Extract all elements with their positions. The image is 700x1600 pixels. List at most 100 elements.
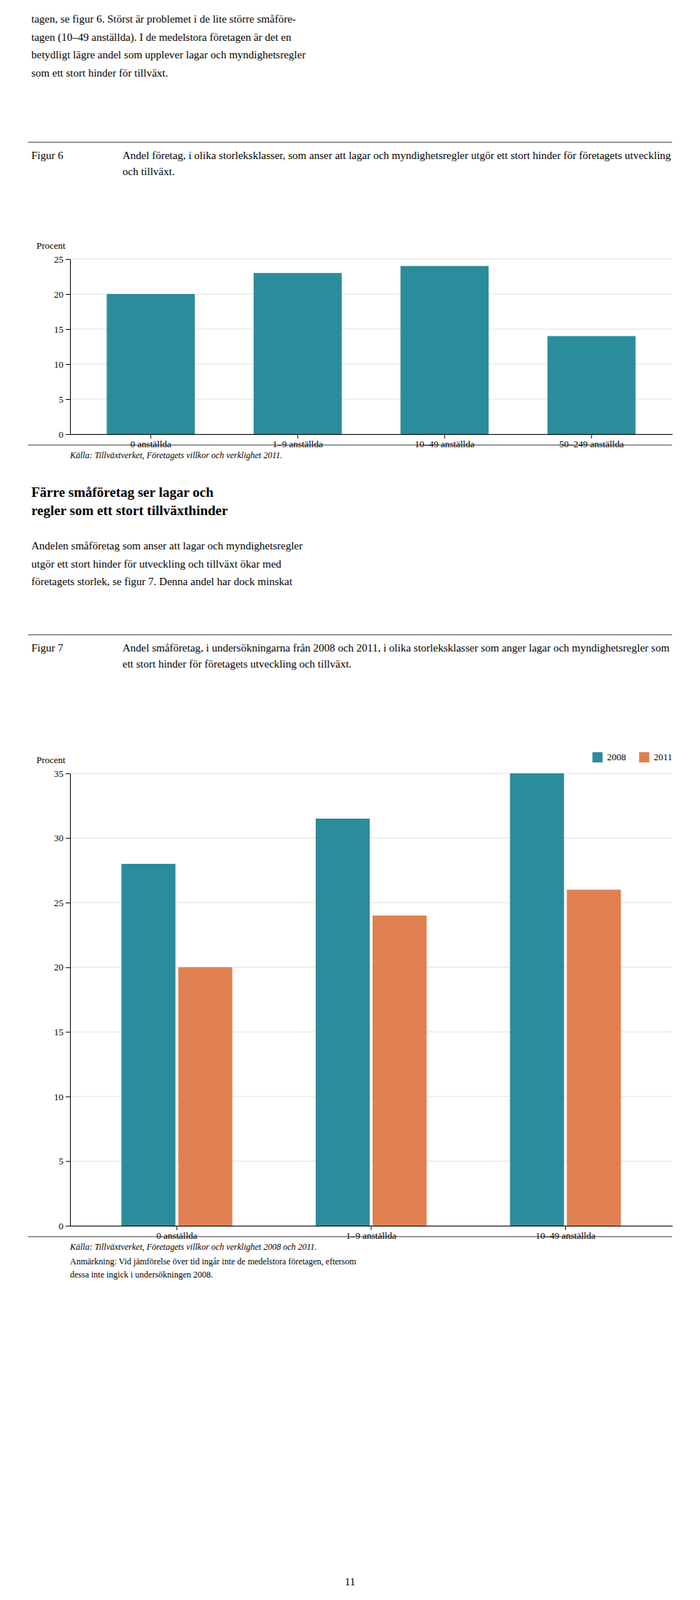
tick-mark [565, 1225, 566, 1230]
tick-label: 15 [53, 323, 64, 335]
rule [27, 1235, 672, 1237]
tick-label: 25 [53, 253, 64, 265]
heading: Färre småföretag ser lagar ochregler som… [31, 484, 229, 518]
bar [400, 266, 489, 434]
tick: 25 [53, 896, 70, 908]
tick-mark [297, 433, 299, 439]
bar [315, 818, 370, 1225]
legend-swatch [592, 751, 603, 762]
tick: 0 anställda [156, 1225, 198, 1241]
tick-mark [65, 772, 70, 774]
body-text: tagen, se figur 6. Störst är problemet i… [31, 13, 297, 25]
tick: 0 [59, 1219, 71, 1231]
bar [106, 293, 195, 434]
series [177, 888, 621, 1225]
bar [253, 272, 342, 434]
tick-mark [591, 433, 593, 439]
legend-item: 2011 [638, 751, 673, 762]
note: Anmärkning: Vid jämförelse över tid ingå… [70, 1255, 357, 1279]
page: tagen, se figur 6. Störst är problemet i… [0, 0, 700, 1600]
tick-mark [150, 433, 151, 439]
body-text: Andelen småföretag som anser att lagar o… [31, 539, 303, 588]
axis-title: Procent [36, 239, 66, 251]
tick-mark [65, 433, 70, 435]
tick-mark [176, 1225, 178, 1230]
tick-label: 20 [53, 288, 64, 300]
tick-mark [371, 1225, 372, 1230]
tick-label: 25 [53, 896, 64, 908]
tick-mark [65, 293, 70, 295]
grid-line [70, 258, 673, 260]
series [121, 772, 565, 1225]
axis-line [70, 433, 674, 435]
tick-mark [65, 398, 70, 400]
tick-label: 1–9 anställda [272, 438, 324, 450]
tick: 1–9 anställda [346, 1225, 397, 1241]
rule [27, 142, 672, 143]
tick-label: 0 [59, 1219, 65, 1231]
tick-mark [65, 901, 70, 903]
tick-label: 5 [59, 393, 65, 405]
tick-mark [65, 1095, 70, 1097]
source: Källa: Tillväxtverket, Företagets villko… [69, 449, 283, 461]
figure-caption: Andel småföretag, i undersökningarna frå… [122, 641, 673, 671]
axis-line [70, 259, 71, 435]
figure-caption: Andel företag, i olika storleksklasser, … [122, 149, 674, 178]
tick: 10 [53, 1090, 70, 1102]
body-text: tagen (10–49 anställda). I de medelstora… [31, 31, 292, 44]
bar [177, 966, 232, 1225]
tick: 10–49 anställda [414, 433, 475, 450]
tick-mark [65, 363, 70, 365]
bars [121, 772, 622, 1225]
bar [566, 888, 621, 1225]
tick: 10–49 anställda [535, 1225, 595, 1241]
tick-mark [65, 966, 70, 968]
y-axis: 0 5 10 15 20 25 [53, 253, 71, 440]
tick: 25 [53, 253, 70, 265]
tick-label: 5 [59, 1155, 65, 1166]
tick: 5 [59, 393, 71, 405]
tick-label: 0 anställda [156, 1229, 198, 1241]
legend-label: 2008 [606, 751, 626, 762]
source: Källa: Tillväxtverket, Företagets villko… [69, 1241, 318, 1252]
bar [547, 336, 636, 434]
body-text: betydligt lägre andel som upplever lagar… [31, 48, 306, 61]
bars [106, 266, 636, 434]
tick-mark [65, 1225, 70, 1226]
grid [70, 772, 673, 1225]
bar [372, 915, 427, 1225]
tick-label: 1–9 anställda [346, 1229, 397, 1241]
page-number: 11 [344, 1575, 356, 1587]
tick: 0 [59, 428, 71, 440]
grid-line [70, 837, 673, 838]
tick-label: 0 [59, 428, 65, 440]
x-axis: 0 anställda 1–9 anställda 10–49 anställda 5… [70, 433, 674, 450]
tick-mark [65, 328, 70, 330]
grid [70, 258, 673, 434]
tick-label: 10 [53, 1090, 64, 1102]
tick-mark [65, 1160, 70, 1161]
tick: 15 [53, 1025, 70, 1037]
tick-label: 10 [53, 358, 64, 370]
legend-item: 2008 [592, 751, 626, 762]
tick: 0 anställda [130, 433, 172, 450]
tick-mark [65, 1031, 70, 1032]
tick: 5 [59, 1155, 71, 1166]
tick: 50–249 anställda [559, 433, 625, 450]
figure-label: Figur 7 [31, 641, 64, 654]
bar [509, 772, 564, 1225]
tick-label: 30 [53, 831, 64, 843]
rule [27, 634, 672, 636]
tick: 20 [53, 961, 70, 972]
x-axis: 0 anställda 1–9 anställda 10–49 anställda [70, 1225, 674, 1241]
tick-label: 15 [53, 1025, 64, 1037]
tick-label: 10–49 anställda [414, 438, 475, 450]
legend-label: 2011 [653, 751, 673, 762]
tick-label: 0 anställda [130, 438, 172, 450]
tick-mark [65, 258, 70, 260]
rule [27, 444, 672, 446]
legend-swatch [638, 751, 649, 762]
tick-label: 10–49 anställda [535, 1229, 595, 1241]
y-axis: 05101520253035 [53, 767, 71, 1231]
tick: 1–9 anställda [272, 433, 324, 450]
